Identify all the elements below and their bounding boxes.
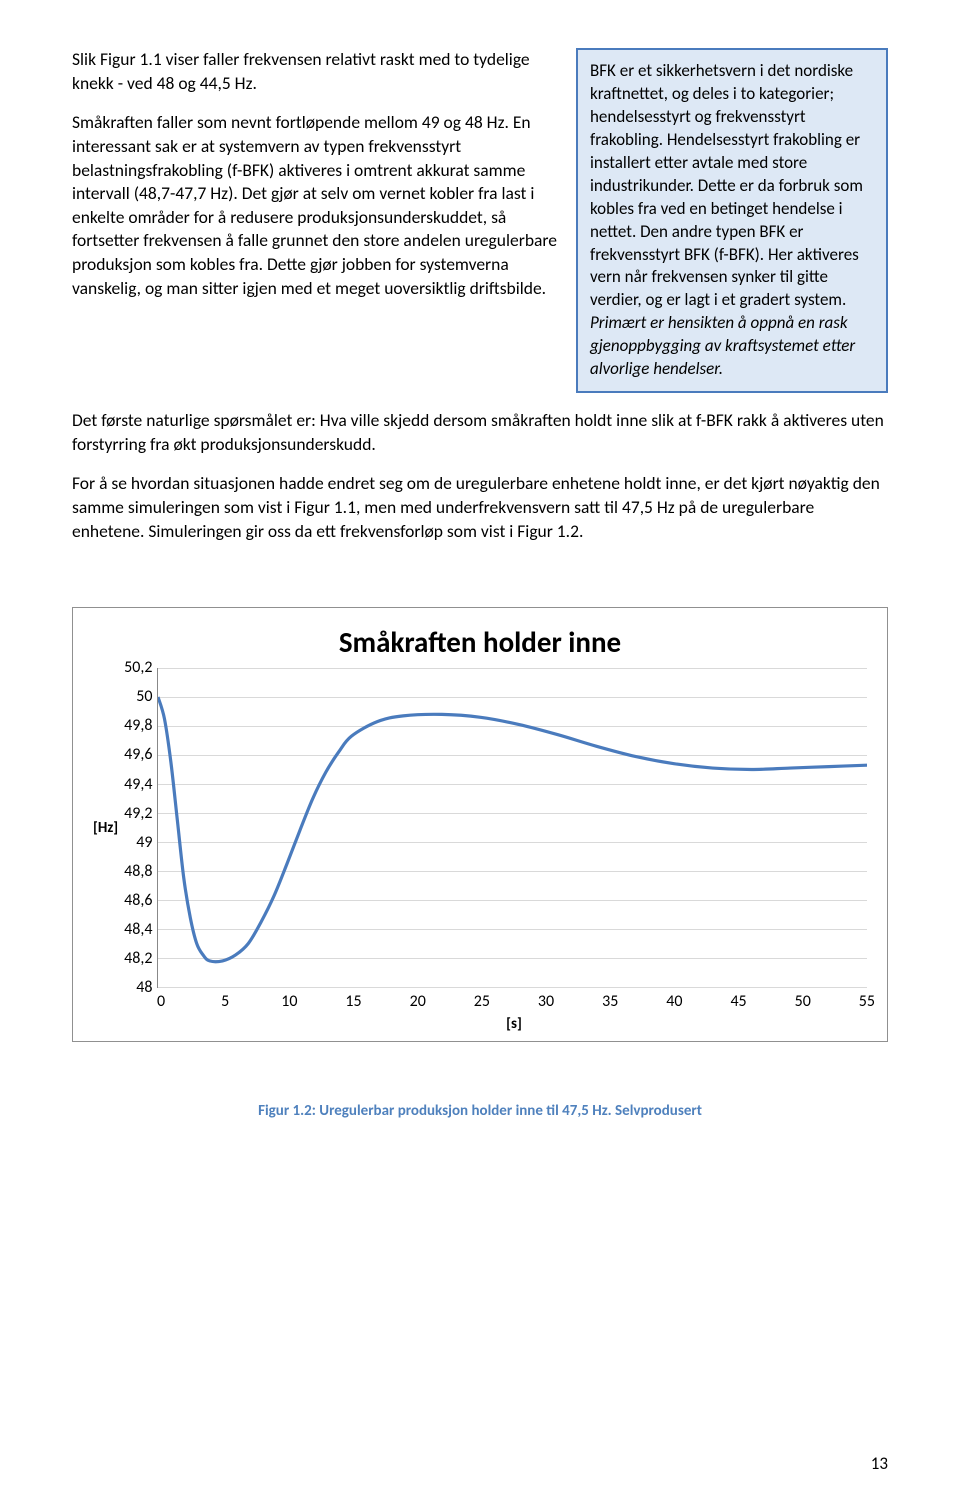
chart-container: Småkraften holder inne [Hz] 50,25049,849… (72, 607, 888, 1042)
below-text: Det første naturlige spørsmålet er: Hva … (72, 409, 888, 543)
x-axis-label: [s] (161, 1015, 867, 1033)
sidebar-text-italic: Primært er hensikten å oppnå en rask gje… (590, 312, 855, 379)
y-axis-label: [Hz] (93, 819, 118, 837)
paragraph-3: Det første naturlige spørsmålet er: Hva … (72, 409, 888, 456)
main-text-column: Slik Figur 1.1 viser faller frekvensen r… (72, 48, 560, 393)
page-number: 13 (871, 1453, 888, 1474)
paragraph-4: For å se hvordan situasjonen hadde endre… (72, 472, 888, 543)
x-tick-row: 0510152025303540455055 (161, 988, 867, 1011)
paragraph-1: Slik Figur 1.1 viser faller frekvensen r… (72, 48, 560, 95)
chart-title: Småkraften holder inne (93, 624, 867, 660)
y-tick-column: 50,25049,849,649,449,24948,848,648,448,2… (124, 668, 156, 988)
chart-line-svg (158, 668, 868, 987)
plot-area (157, 668, 868, 988)
sidebar-text: BFK er et sikkerhetsvern i det nordiske … (590, 60, 863, 310)
sidebar-info-box: BFK er et sikkerhetsvern i det nordiske … (576, 48, 888, 393)
paragraph-2: Småkraften faller som nevnt fortløpende … (72, 111, 560, 300)
figure-caption: Figur 1.2: Uregulerbar produksjon holder… (72, 1102, 888, 1120)
